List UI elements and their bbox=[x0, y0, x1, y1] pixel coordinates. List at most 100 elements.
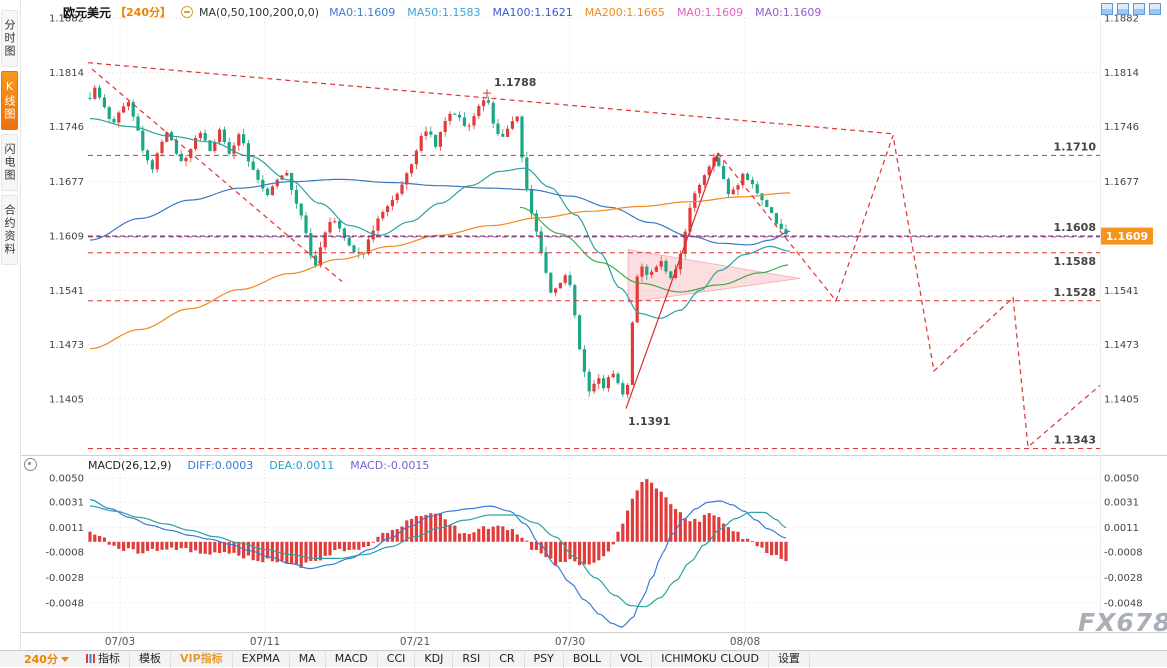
svg-text:07/11: 07/11 bbox=[250, 636, 280, 648]
steep-trendline bbox=[91, 68, 343, 283]
ma-line-ma50 bbox=[89, 118, 791, 319]
toolbar-tab-ma[interactable]: MA bbox=[290, 650, 326, 668]
toolbar-tab-kdj[interactable]: KDJ bbox=[415, 650, 454, 668]
descending-trendline bbox=[87, 62, 894, 135]
ma-readout: MA50:1.1583 bbox=[407, 5, 481, 19]
indicator-toolbar: 240分 指标 模板 VIP指标 EXPMA MA MACD CCI KDJ RSI CR PSY B… bbox=[0, 650, 1167, 668]
macd-label: MACD(26,12,9) bbox=[88, 459, 172, 472]
svg-text:07/21: 07/21 bbox=[400, 636, 430, 648]
level-lines: 1.1710 1.1608 1.1588 1.1528 1.1343 bbox=[88, 140, 1100, 449]
svg-text:-0.0008: -0.0008 bbox=[45, 547, 84, 558]
svg-text:0.0011: 0.0011 bbox=[1104, 523, 1139, 534]
toolbar-tab-settings[interactable]: 设置 bbox=[769, 650, 810, 668]
toolbar-tab-vol[interactable]: VOL bbox=[611, 650, 653, 668]
toolbar-tab-cci[interactable]: CCI bbox=[378, 650, 416, 668]
indicator-icon bbox=[85, 653, 95, 663]
svg-text:0.0050: 0.0050 bbox=[49, 474, 84, 485]
ma-line-ma200 bbox=[89, 192, 791, 350]
price-axis-right: 1.18821.18141.17461.16771.16091.15411.14… bbox=[1104, 14, 1143, 610]
svg-text:1.1473: 1.1473 bbox=[49, 340, 84, 351]
svg-text:1.1677: 1.1677 bbox=[49, 177, 84, 188]
svg-text:-0.0048: -0.0048 bbox=[45, 599, 84, 610]
svg-text:1.1609: 1.1609 bbox=[49, 232, 84, 243]
svg-text:1.1541: 1.1541 bbox=[49, 286, 84, 297]
svg-text:1.1343: 1.1343 bbox=[1054, 434, 1096, 447]
toolbar-tab-template[interactable]: 模板 bbox=[130, 650, 171, 668]
ma-lines bbox=[89, 118, 791, 350]
toolbar-tab-cr[interactable]: CR bbox=[490, 650, 525, 668]
sidebar-item-flash-chart[interactable]: 闪电图 bbox=[1, 134, 18, 191]
timeframe-label: 【240分】 bbox=[115, 6, 171, 19]
svg-text:1.1677: 1.1677 bbox=[1104, 177, 1139, 188]
diff-line bbox=[89, 499, 787, 628]
svg-text:1.1391: 1.1391 bbox=[628, 415, 670, 428]
window-controls bbox=[1101, 3, 1161, 15]
svg-text:1.1541: 1.1541 bbox=[1104, 286, 1139, 297]
svg-text:1.1588: 1.1588 bbox=[1054, 255, 1096, 268]
ma-formula: MA(0,50,100,200,0,0) bbox=[198, 5, 320, 19]
svg-text:-0.0028: -0.0028 bbox=[45, 573, 84, 584]
collapse-indicator-icon[interactable] bbox=[180, 6, 193, 18]
svg-text:1.1405: 1.1405 bbox=[49, 395, 84, 406]
chart-type-sidebar: 分时图 K线图闪电图合约资料 bbox=[0, 0, 21, 650]
svg-text:0.0031: 0.0031 bbox=[1104, 498, 1139, 509]
footer-tabs: 指标 模板 VIP指标 EXPMA MA MACD CCI KDJ RSI CR PSY BOLL VO… bbox=[77, 650, 810, 668]
toolbar-tab-indicator[interactable]: 指标 bbox=[77, 650, 130, 668]
ma-readout: MA0:1.1609 bbox=[755, 5, 822, 19]
split-pane-icon[interactable] bbox=[1117, 3, 1129, 15]
svg-text:1.1473: 1.1473 bbox=[1104, 340, 1139, 351]
maximize-icon[interactable] bbox=[1149, 3, 1161, 15]
grid-layout-icon[interactable] bbox=[1101, 3, 1113, 15]
compare-layout-icon[interactable] bbox=[1133, 3, 1145, 15]
watermark: FX678 bbox=[1078, 608, 1167, 637]
ma-readout: MA100:1.1621 bbox=[492, 5, 573, 19]
svg-text:07/03: 07/03 bbox=[105, 636, 135, 648]
macd-readout-row: MACD(26,12,9) DIFF:0.0003 DEA:0.0011 MACD:-… bbox=[88, 459, 429, 472]
toolbar-tab-ichimoku-cloud[interactable]: ICHIMOKU CLOUD bbox=[652, 650, 769, 668]
toolbar-tab-expma[interactable]: EXPMA bbox=[233, 650, 290, 668]
macd-readout: DIFF:0.0003 bbox=[187, 459, 254, 472]
date-axis: 07/03 07/11 07/21 07/30 08/08 bbox=[105, 636, 760, 648]
sidebar-item-time-chart[interactable]: 分时图 bbox=[1, 10, 18, 67]
ma-readout: MA0:1.1609 bbox=[676, 5, 744, 19]
dea-line bbox=[89, 505, 787, 608]
svg-text:0.0011: 0.0011 bbox=[49, 523, 84, 534]
macd-readout: DEA:0.0011 bbox=[269, 459, 335, 472]
footer-timeframe[interactable]: 240分 bbox=[24, 653, 58, 666]
toolbar-tab-rsi[interactable]: RSI bbox=[453, 650, 491, 668]
chevron-down-icon[interactable] bbox=[60, 656, 69, 662]
svg-text:1.1882: 1.1882 bbox=[49, 14, 84, 25]
trend-lines bbox=[87, 62, 1101, 449]
svg-text:1.1814: 1.1814 bbox=[1104, 68, 1139, 79]
toolbar-tab-macd[interactable]: MACD bbox=[326, 650, 378, 668]
svg-text:1.1814: 1.1814 bbox=[49, 68, 84, 79]
ma-line-ma-short bbox=[519, 206, 789, 293]
svg-text:1.1746: 1.1746 bbox=[49, 122, 84, 133]
svg-text:1.1882: 1.1882 bbox=[1104, 14, 1139, 25]
sidebar-item-contract-info[interactable]: 合约资料 bbox=[1, 195, 18, 265]
chart-header: 欧元美元 【240分】 MA(0,50,100,200,0,0) MA0:1.1… bbox=[21, 0, 1167, 22]
toolbar-tab-psy[interactable]: PSY bbox=[525, 650, 564, 668]
price-axis-left: 1.1882 1.1814 1.1746 1.1677 1.1609 1.1541 1.14… bbox=[45, 14, 84, 610]
toolbar-tab-boll[interactable]: BOLL bbox=[564, 650, 612, 668]
symbol-name: 欧元美元 bbox=[63, 5, 112, 20]
sidebar-item-kline-chart[interactable]: K线图 bbox=[1, 71, 18, 130]
svg-text:1.1608: 1.1608 bbox=[1054, 221, 1096, 234]
candlestick-series bbox=[88, 84, 788, 398]
svg-text:0.0050: 0.0050 bbox=[1104, 474, 1139, 485]
ma-values: MA0:1.1609 MA50:1.1583 MA100:1.1621 MA200:1… bbox=[329, 6, 833, 19]
macd-settings-icon[interactable] bbox=[24, 458, 37, 471]
macd-lines bbox=[89, 499, 787, 628]
grid bbox=[21, 17, 1167, 633]
svg-text:1.1710: 1.1710 bbox=[1054, 140, 1097, 153]
current-price: 1.1609 bbox=[88, 227, 1153, 245]
svg-text:1.1746: 1.1746 bbox=[1104, 122, 1139, 133]
toolbar-tab-vip-indicator[interactable]: VIP指标 bbox=[171, 650, 233, 668]
macd-histogram bbox=[88, 479, 788, 568]
svg-text:1.1405: 1.1405 bbox=[1104, 395, 1139, 406]
rally-line bbox=[625, 152, 719, 409]
svg-text:-0.0048: -0.0048 bbox=[1104, 599, 1143, 610]
svg-text:07/30: 07/30 bbox=[555, 636, 585, 648]
